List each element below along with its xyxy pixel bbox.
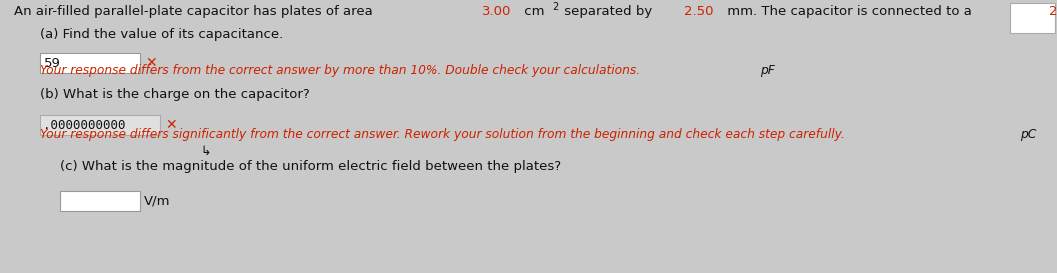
Text: Your response differs from the correct answer by more than 10%. Double check you: Your response differs from the correct a… — [40, 64, 641, 77]
Text: 2: 2 — [552, 2, 558, 12]
Bar — [1010, 3, 1055, 33]
Text: Your response differs significantly from the correct answer. Rework your solutio: Your response differs significantly from… — [40, 128, 845, 141]
Text: An air-filled parallel-plate capacitor has plates of area: An air-filled parallel-plate capacitor h… — [14, 5, 377, 18]
Text: .0000000000: .0000000000 — [43, 119, 126, 132]
Text: pF: pF — [760, 64, 775, 77]
Text: 21.0: 21.0 — [1050, 5, 1057, 18]
Text: cm: cm — [520, 5, 544, 18]
Text: pC: pC — [1020, 128, 1036, 141]
Bar — [40, 115, 160, 135]
Text: V/m: V/m — [144, 195, 170, 208]
Bar — [60, 191, 140, 211]
Text: ✕: ✕ — [145, 56, 156, 70]
Text: mm. The capacitor is connected to a: mm. The capacitor is connected to a — [723, 5, 976, 18]
Text: ✕: ✕ — [165, 118, 177, 132]
Bar — [40, 53, 140, 73]
Text: separated by: separated by — [560, 5, 656, 18]
Text: 3.00: 3.00 — [482, 5, 512, 18]
Text: 59: 59 — [44, 57, 61, 70]
Text: (b) What is the charge on the capacitor?: (b) What is the charge on the capacitor? — [40, 88, 310, 101]
Text: (a) Find the value of its capacitance.: (a) Find the value of its capacitance. — [40, 28, 283, 41]
Text: (c) What is the magnitude of the uniform electric field between the plates?: (c) What is the magnitude of the uniform… — [60, 160, 561, 173]
Text: ↳: ↳ — [200, 145, 210, 158]
Text: 2.50: 2.50 — [685, 5, 713, 18]
